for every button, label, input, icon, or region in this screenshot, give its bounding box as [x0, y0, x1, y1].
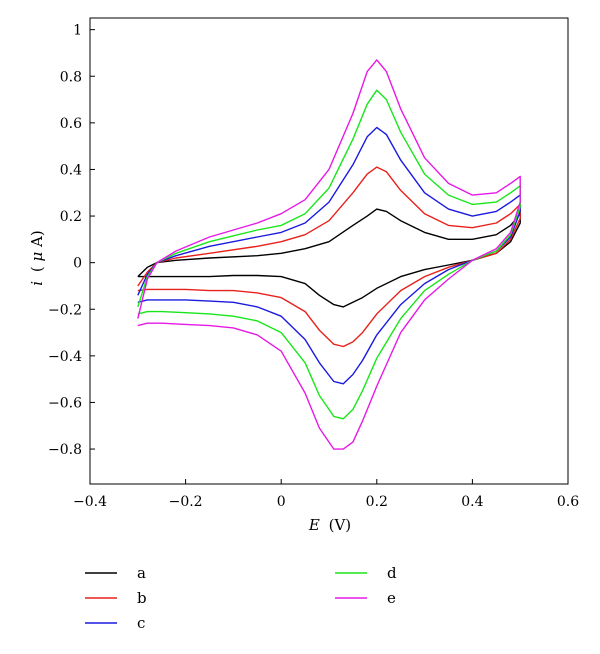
y-tick-label: 0.6	[60, 116, 82, 132]
y-axis-ticks: −0.8 −0.6 −0.4 −0.2 0 0.2 0.4 0.6 0.8 1	[48, 23, 95, 458]
x-axis-label-variable: E	[308, 516, 320, 534]
series-line-e	[137, 59, 521, 450]
x-axis-label: E (V)	[308, 516, 351, 534]
y-tick-label: 1	[73, 23, 82, 39]
y-tick-label: 0.4	[60, 162, 82, 178]
y-tick-label: −0.2	[48, 302, 82, 318]
y-axis-label-unit-mu: μ	[28, 252, 46, 262]
legend-label-d: d	[387, 564, 397, 582]
series-line-a	[137, 208, 521, 308]
plot-border	[89, 17, 569, 485]
y-tick-label: 0	[73, 256, 82, 272]
y-axis-label-unit-open: (	[28, 266, 46, 272]
y-tick-label: −0.4	[48, 349, 82, 365]
x-tick-label: 0.6	[557, 494, 579, 510]
x-tick-label: 0	[277, 494, 286, 510]
legend-label-e: e	[387, 589, 396, 607]
x-tick-label: 0.2	[366, 494, 388, 510]
plot-frame	[89, 17, 569, 485]
series-line-c	[137, 126, 521, 385]
y-tick-label: −0.8	[48, 442, 82, 458]
y-axis-label-variable: i	[28, 281, 46, 286]
y-tick-label: 0.2	[60, 209, 82, 225]
x-axis-ticks: −0.4 −0.2 0 0.2 0.4 0.6	[73, 479, 579, 510]
y-axis-label: i ( μ A)	[28, 230, 46, 285]
legend: abc de	[85, 564, 397, 632]
x-axis-label-unit: (V)	[329, 516, 352, 534]
legend-label-c: c	[137, 614, 145, 632]
x-tick-label: −0.2	[169, 494, 203, 510]
legend-label-a: a	[137, 564, 146, 582]
legend-label-b: b	[137, 589, 147, 607]
series-line-d	[137, 89, 521, 420]
y-tick-label: −0.6	[48, 395, 82, 411]
y-axis-label-unit-rest: A)	[28, 230, 46, 248]
x-tick-label: 0.4	[461, 494, 483, 510]
series-line-b	[137, 166, 521, 348]
x-tick-label: −0.4	[73, 494, 107, 510]
series-lines	[137, 59, 521, 450]
y-tick-label: 0.8	[60, 69, 82, 85]
